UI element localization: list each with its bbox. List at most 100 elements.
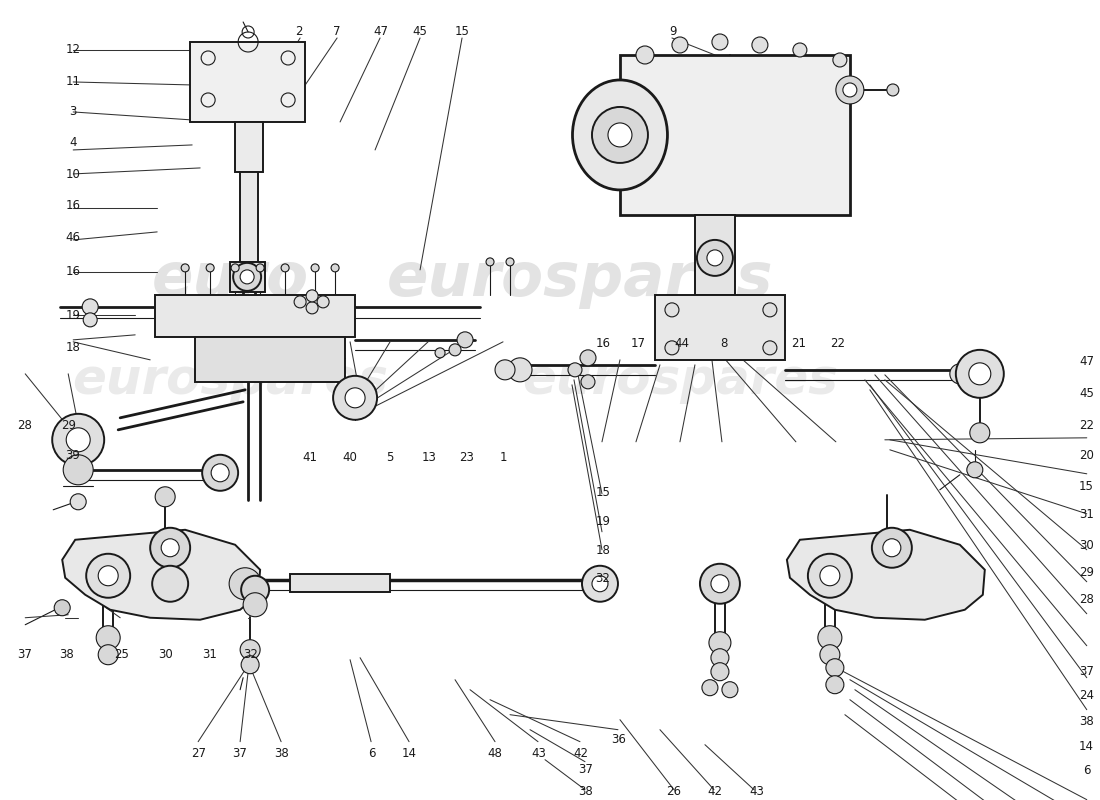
Bar: [240, 172, 258, 262]
Text: 20: 20: [1079, 450, 1094, 462]
Text: 31: 31: [1079, 509, 1094, 522]
Circle shape: [449, 344, 461, 356]
Circle shape: [233, 263, 261, 291]
Circle shape: [970, 423, 990, 443]
Text: eurospares: eurospares: [387, 250, 773, 310]
Circle shape: [151, 528, 190, 568]
Circle shape: [763, 341, 777, 355]
Text: 4: 4: [69, 136, 77, 149]
Circle shape: [506, 258, 514, 266]
Circle shape: [495, 360, 515, 380]
Text: eurospares: eurospares: [73, 356, 388, 404]
Text: 25: 25: [113, 648, 129, 661]
Text: 23: 23: [459, 451, 474, 464]
Circle shape: [702, 680, 718, 696]
Circle shape: [967, 462, 982, 478]
Bar: [290, 574, 390, 592]
Circle shape: [883, 538, 901, 557]
Circle shape: [155, 486, 175, 506]
Circle shape: [592, 576, 608, 592]
Circle shape: [763, 303, 777, 317]
Text: 39: 39: [65, 450, 80, 462]
Circle shape: [826, 658, 844, 677]
Circle shape: [162, 538, 179, 557]
Text: 10: 10: [65, 168, 80, 181]
Circle shape: [345, 388, 365, 408]
Circle shape: [294, 296, 306, 308]
Text: euro: euro: [152, 250, 309, 310]
Circle shape: [206, 264, 214, 272]
Text: 3: 3: [69, 106, 77, 118]
Text: 40: 40: [342, 451, 358, 464]
Text: 18: 18: [65, 342, 80, 354]
Text: 32: 32: [595, 573, 610, 586]
Circle shape: [70, 494, 86, 510]
Circle shape: [240, 640, 260, 660]
Text: 5: 5: [386, 451, 393, 464]
Circle shape: [887, 84, 899, 96]
Text: 8: 8: [720, 338, 727, 350]
Circle shape: [582, 566, 618, 602]
Bar: [230, 262, 265, 292]
Text: 37: 37: [232, 746, 248, 760]
Circle shape: [311, 264, 319, 272]
Circle shape: [697, 240, 733, 276]
Text: 30: 30: [1079, 539, 1093, 552]
Text: 41: 41: [302, 451, 318, 464]
Circle shape: [241, 656, 260, 674]
Circle shape: [580, 350, 596, 366]
Circle shape: [331, 264, 339, 272]
Circle shape: [202, 455, 238, 490]
Text: 17: 17: [630, 338, 646, 350]
Circle shape: [807, 554, 851, 598]
Text: 16: 16: [65, 266, 80, 278]
Circle shape: [229, 568, 261, 600]
Circle shape: [182, 264, 189, 272]
Circle shape: [63, 455, 94, 485]
Circle shape: [711, 574, 729, 593]
Polygon shape: [786, 530, 984, 620]
Circle shape: [568, 363, 582, 377]
Text: 15: 15: [454, 26, 470, 38]
Circle shape: [96, 626, 120, 650]
Text: 7: 7: [333, 26, 340, 38]
Circle shape: [52, 414, 104, 466]
Bar: [235, 122, 263, 172]
Text: 31: 31: [201, 648, 217, 661]
Text: 27: 27: [190, 746, 206, 760]
Text: 29: 29: [60, 419, 76, 432]
Text: 48: 48: [487, 746, 503, 760]
Circle shape: [826, 676, 844, 694]
Bar: [620, 55, 850, 215]
Text: 32: 32: [243, 648, 258, 661]
Text: 45: 45: [412, 26, 428, 38]
Text: 43: 43: [531, 746, 547, 760]
Text: 43: 43: [749, 785, 764, 798]
Circle shape: [711, 662, 729, 681]
Text: 21: 21: [791, 338, 806, 350]
Circle shape: [820, 566, 840, 586]
Circle shape: [243, 593, 267, 617]
Circle shape: [508, 358, 532, 382]
Text: 9: 9: [670, 26, 676, 38]
Text: 37: 37: [16, 648, 32, 661]
Circle shape: [833, 53, 847, 67]
Circle shape: [256, 264, 264, 272]
Bar: [190, 42, 305, 122]
Circle shape: [752, 37, 768, 53]
Text: 42: 42: [573, 746, 588, 760]
Circle shape: [82, 299, 98, 315]
Bar: [695, 215, 735, 295]
Circle shape: [949, 364, 970, 384]
Circle shape: [820, 645, 840, 665]
Circle shape: [333, 376, 377, 420]
Text: 22: 22: [830, 338, 846, 350]
Circle shape: [282, 264, 289, 272]
Text: 42: 42: [707, 785, 723, 798]
Text: 16: 16: [65, 199, 80, 212]
Circle shape: [712, 34, 728, 50]
Polygon shape: [63, 530, 260, 620]
Circle shape: [636, 46, 654, 64]
Text: 36: 36: [610, 733, 626, 746]
Circle shape: [672, 37, 688, 53]
